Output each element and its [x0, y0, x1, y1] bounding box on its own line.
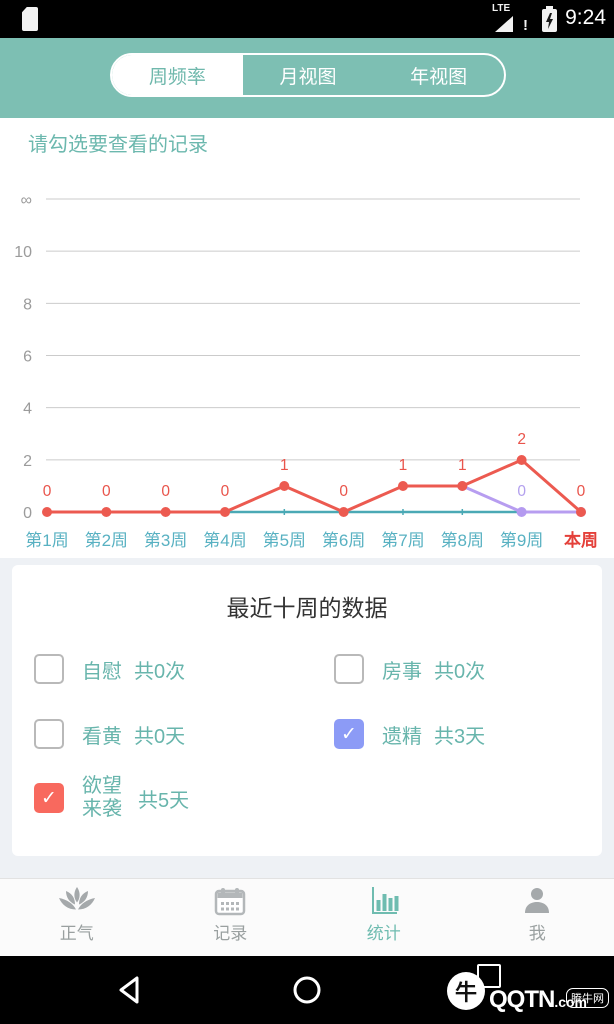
record-toggle-fangshi[interactable]: 房事 共0次: [334, 654, 485, 684]
watermark-brand-text: QQTN.com: [489, 986, 587, 1014]
svg-text:∞: ∞: [21, 192, 32, 209]
svg-text:第2周: 第2周: [85, 531, 128, 550]
recent-weeks-card: 最近十周的数据 自慰 共0次 房事 共0次 看黄 共0天: [12, 565, 602, 856]
android-nav-bar: 牛 QQTN.com 腾牛网: [0, 956, 614, 1024]
stats-panel: 最近十周的数据 自慰 共0次 房事 共0次 看黄 共0天: [0, 558, 614, 878]
brand-name: QQTN: [489, 986, 555, 1013]
checkbox-unchecked[interactable]: [334, 654, 364, 684]
svg-text:第7周: 第7周: [381, 531, 424, 550]
watermark-badge: 腾牛网: [566, 988, 609, 1008]
android-home-button[interactable]: [291, 974, 323, 1011]
header: 周频率 月视图 年视图: [0, 38, 614, 118]
tab-label: 月视图: [279, 66, 337, 88]
tab-month-view[interactable]: 月视图: [243, 55, 374, 95]
person-icon: [525, 888, 550, 913]
record-count: 共0次: [134, 660, 186, 683]
record-label: 自慰: [82, 660, 122, 683]
svg-text:0: 0: [221, 483, 230, 500]
tab-week-frequency[interactable]: 周频率: [112, 55, 243, 95]
home-circle-icon: [293, 976, 321, 1004]
signal-alert-icon: !: [523, 17, 528, 34]
lotus-icon: [58, 887, 95, 910]
bull-logo-icon: 牛: [447, 972, 485, 1010]
record-count: 共0次: [434, 660, 486, 683]
record-count: 共5天: [138, 789, 190, 812]
checkbox-unchecked[interactable]: [34, 654, 64, 684]
svg-text:第9周: 第9周: [500, 531, 543, 550]
svg-text:0: 0: [102, 483, 111, 500]
nav-item-tongji[interactable]: 统计: [307, 879, 461, 956]
nav-label: 正气: [59, 924, 94, 943]
record-label: 房事: [382, 660, 422, 683]
view-segmented-control: 周频率 月视图 年视图: [110, 53, 506, 97]
bar-chart-icon: [371, 887, 399, 914]
record-label: 遗精: [382, 725, 422, 748]
svg-text:第3周: 第3周: [144, 531, 187, 550]
select-records-prompt: 请勾选要查看的记录: [28, 134, 208, 156]
record-toggle-yijing[interactable]: ✓ 遗精 共3天: [334, 719, 485, 749]
svg-text:2: 2: [517, 431, 526, 448]
record-label: 看黄: [82, 725, 122, 748]
cell-signal-icon: LTE !: [492, 3, 528, 35]
bottom-nav: 正气 记录: [0, 878, 614, 956]
nav-label: 记录: [213, 924, 248, 943]
android-back-button[interactable]: [115, 974, 145, 1011]
svg-text:8: 8: [23, 296, 32, 313]
svg-text:1: 1: [458, 457, 467, 474]
svg-text:0: 0: [577, 483, 586, 500]
nav-item-wo[interactable]: 我: [461, 879, 614, 956]
signal-triangle-icon: [495, 16, 513, 32]
back-triangle-icon: [119, 976, 139, 1004]
checkbox-checked[interactable]: ✓: [334, 719, 364, 749]
checkbox-checked[interactable]: ✓: [34, 783, 64, 813]
svg-text:1: 1: [280, 457, 289, 474]
svg-text:第6周: 第6周: [322, 531, 365, 550]
svg-text:本周: 本周: [564, 530, 598, 550]
clock-time: 9:24: [565, 6, 606, 29]
svg-text:0: 0: [161, 483, 170, 500]
card-title: 最近十周的数据: [226, 595, 388, 621]
tab-label: 年视图: [410, 66, 468, 88]
svg-text:0: 0: [23, 505, 32, 522]
network-type-label: LTE: [492, 3, 511, 14]
svg-text:4: 4: [23, 401, 32, 418]
tab-year-view[interactable]: 年视图: [373, 55, 504, 95]
svg-text:1: 1: [399, 457, 408, 474]
svg-text:第5周: 第5周: [263, 531, 306, 550]
nav-label: 我: [528, 924, 546, 943]
svg-text:0: 0: [517, 483, 526, 500]
battery-charging-icon: [540, 5, 558, 38]
svg-text:第8周: 第8周: [441, 531, 484, 550]
sd-card-icon: [22, 7, 38, 31]
tab-label: 周频率: [148, 66, 206, 88]
qqtn-watermark: 牛 QQTN.com 腾牛网: [429, 960, 609, 1020]
svg-text:第1周: 第1周: [25, 531, 68, 550]
svg-text:0: 0: [339, 483, 348, 500]
record-toggle-ziwei[interactable]: 自慰 共0次: [34, 654, 185, 684]
record-toggle-kanhuang[interactable]: 看黄 共0天: [34, 719, 185, 749]
record-toggle-yuwanglaixi[interactable]: ✓ 欲望来袭 共5天: [34, 775, 189, 821]
record-label: 欲望来袭: [82, 775, 122, 820]
svg-text:第4周: 第4周: [203, 531, 246, 550]
nav-item-zhengqi[interactable]: 正气: [0, 879, 154, 956]
status-bar: LTE ! 9:24: [0, 0, 614, 38]
checkbox-unchecked[interactable]: [34, 719, 64, 749]
record-count: 共3天: [434, 725, 486, 748]
record-count: 共0天: [134, 725, 186, 748]
svg-text:2: 2: [23, 453, 32, 470]
svg-text:0: 0: [43, 483, 52, 500]
nav-item-jilu[interactable]: 记录: [154, 879, 308, 956]
svg-text:10: 10: [14, 244, 32, 261]
calendar-icon: [215, 888, 246, 916]
nav-label: 统计: [366, 924, 401, 943]
svg-text:6: 6: [23, 349, 32, 366]
